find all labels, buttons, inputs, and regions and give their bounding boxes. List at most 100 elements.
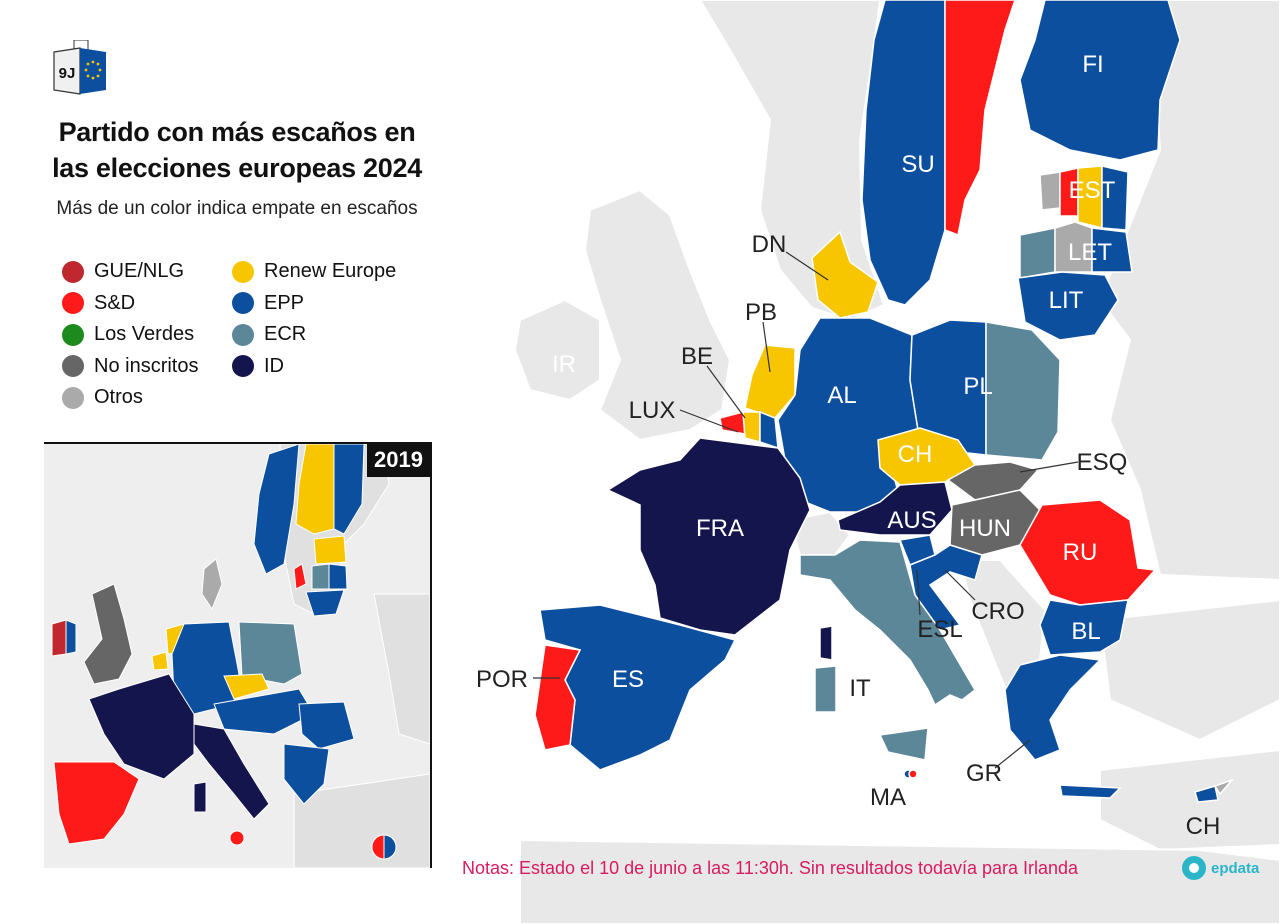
inset-germany [171, 621, 240, 715]
legend-column-2: Renew Europe EPP ECR ID [232, 256, 412, 382]
inset-spain [53, 761, 140, 845]
country-belgium-sd [719, 411, 746, 435]
country-latvia-ecr [1019, 227, 1056, 279]
country-denmark [811, 230, 879, 319]
map-label-ch: CH [898, 441, 933, 468]
legend-item-id: ID [232, 351, 412, 383]
map-label-hun: HUN [959, 515, 1011, 542]
inset-map-svg [51, 444, 430, 868]
inset-denmark-sd [293, 563, 307, 590]
ballot-box-logo: 9J [53, 40, 106, 95]
footnote: Notas: Estado el 10 de junio a las 11:30… [462, 858, 1079, 878]
inset-uk [83, 583, 133, 685]
map-labels: FI SU EST LET LIT DN PB BE LUX IR AL PL … [476, 51, 1220, 840]
legend-item-gue: GUE/NLG [62, 256, 242, 288]
legend-label-sd: S&D [94, 291, 136, 314]
country-cyprus-north [1213, 778, 1235, 796]
map-label-be: BE [681, 343, 713, 370]
map-label-es: ES [612, 666, 644, 693]
country-france [606, 437, 811, 636]
legend-dot-ecr [232, 323, 254, 346]
country-sicily [878, 727, 929, 761]
page-title: Partido con más escaños en las eleccione… [22, 114, 452, 186]
inset-ireland-gue [51, 619, 67, 657]
epdata-brand: epdata [1182, 856, 1259, 880]
legend-label-verdes: Los Verdes [94, 323, 195, 346]
inset-map-2019: 2019 [44, 442, 432, 868]
country-cyprus [1194, 785, 1219, 803]
legend-item-sd: S&D [62, 288, 242, 320]
title-line-2: las elecciones europeas 2024 [52, 153, 422, 183]
map-label-it: IT [849, 675, 871, 702]
map-label-por: POR [476, 666, 528, 693]
legend-dot-verdes [62, 323, 84, 346]
country-italy [799, 539, 976, 707]
inset-france [88, 673, 195, 780]
title-line-1: Partido con más escaños en [58, 117, 416, 147]
inset-sweden [253, 444, 300, 575]
map-label-su: SU [901, 151, 934, 178]
legend-item-verdes: Los Verdes [62, 319, 242, 351]
legend-label-id: ID [264, 354, 284, 377]
legend-label-no-inscritos: No inscritos [94, 354, 199, 377]
map-label-al: AL [827, 382, 856, 409]
epdata-logo-icon [1182, 856, 1206, 880]
map-label-ch-cyprus: CH [1186, 813, 1221, 840]
legend-item-epp: EPP [232, 288, 412, 320]
legend-label-gue: GUE/NLG [94, 260, 185, 283]
country-portugal [534, 644, 582, 751]
epdata-brand-text: epdata [1211, 859, 1260, 877]
country-sweden-sd [944, 0, 1016, 237]
country-belgium-epp [759, 410, 779, 450]
map-label-ma: MA [870, 784, 906, 811]
legend-column-1: GUE/NLG S&D Los Verdes No inscritos Otro… [62, 256, 242, 414]
map-label-gr: GR [966, 760, 1002, 787]
inset-latvia-epp [328, 563, 348, 590]
logo-text: 9J [59, 65, 76, 82]
map-label-pb: PB [745, 299, 777, 326]
map-label-esq: ESQ [1077, 449, 1128, 476]
map-label-ir: IR [552, 351, 576, 378]
country-greece-crete [1059, 784, 1122, 799]
inset-finland-epp [333, 444, 365, 535]
legend-dot-otros [62, 386, 84, 409]
map-label-fra: FRA [696, 515, 744, 542]
legend-item-no-inscritos: No inscritos [62, 351, 242, 383]
country-romania [1019, 499, 1157, 606]
legend-dot-no-inscritos [62, 355, 84, 378]
country-malta-right [908, 769, 918, 779]
map-label-bl: BL [1071, 618, 1100, 645]
legend-dot-renew [232, 260, 254, 283]
legend-label-renew: Renew Europe [264, 260, 397, 283]
map-label-fi: FI [1082, 51, 1103, 78]
country-greece [1004, 654, 1102, 761]
map-label-let: LET [1068, 239, 1112, 266]
map-label-cro: CRO [971, 598, 1024, 625]
map-label-lit: LIT [1049, 287, 1084, 314]
country-estonia-epp [1101, 165, 1129, 231]
map-label-est: EST [1069, 177, 1116, 204]
legend-dot-id [232, 355, 254, 378]
country-finland [1019, 0, 1181, 161]
legend-label-epp: EPP [264, 291, 305, 314]
inset-latvia-ecr [311, 563, 330, 590]
country-bulgaria [1039, 599, 1129, 656]
country-lithuania [1017, 271, 1119, 341]
inset-countries-2019 [51, 444, 397, 860]
country-sardinia [814, 665, 837, 713]
map-label-pl: PL [963, 373, 992, 400]
legend-item-ecr: ECR [232, 319, 412, 351]
inset-scandinavia-otros [201, 558, 223, 611]
inset-cyprus-epp [383, 834, 397, 860]
inset-ireland-epp [65, 619, 77, 655]
legend-item-otros: Otros [62, 382, 242, 414]
inset-romania [298, 701, 355, 750]
map-label-dn: DN [752, 231, 787, 258]
inset-sardinia [193, 781, 207, 813]
inset-belgium [151, 651, 169, 671]
map-label-esl: ESL [917, 616, 962, 643]
inset-balkans [283, 743, 330, 805]
legend-label-ecr: ECR [264, 323, 307, 346]
inset-austria-hungary [213, 688, 315, 735]
